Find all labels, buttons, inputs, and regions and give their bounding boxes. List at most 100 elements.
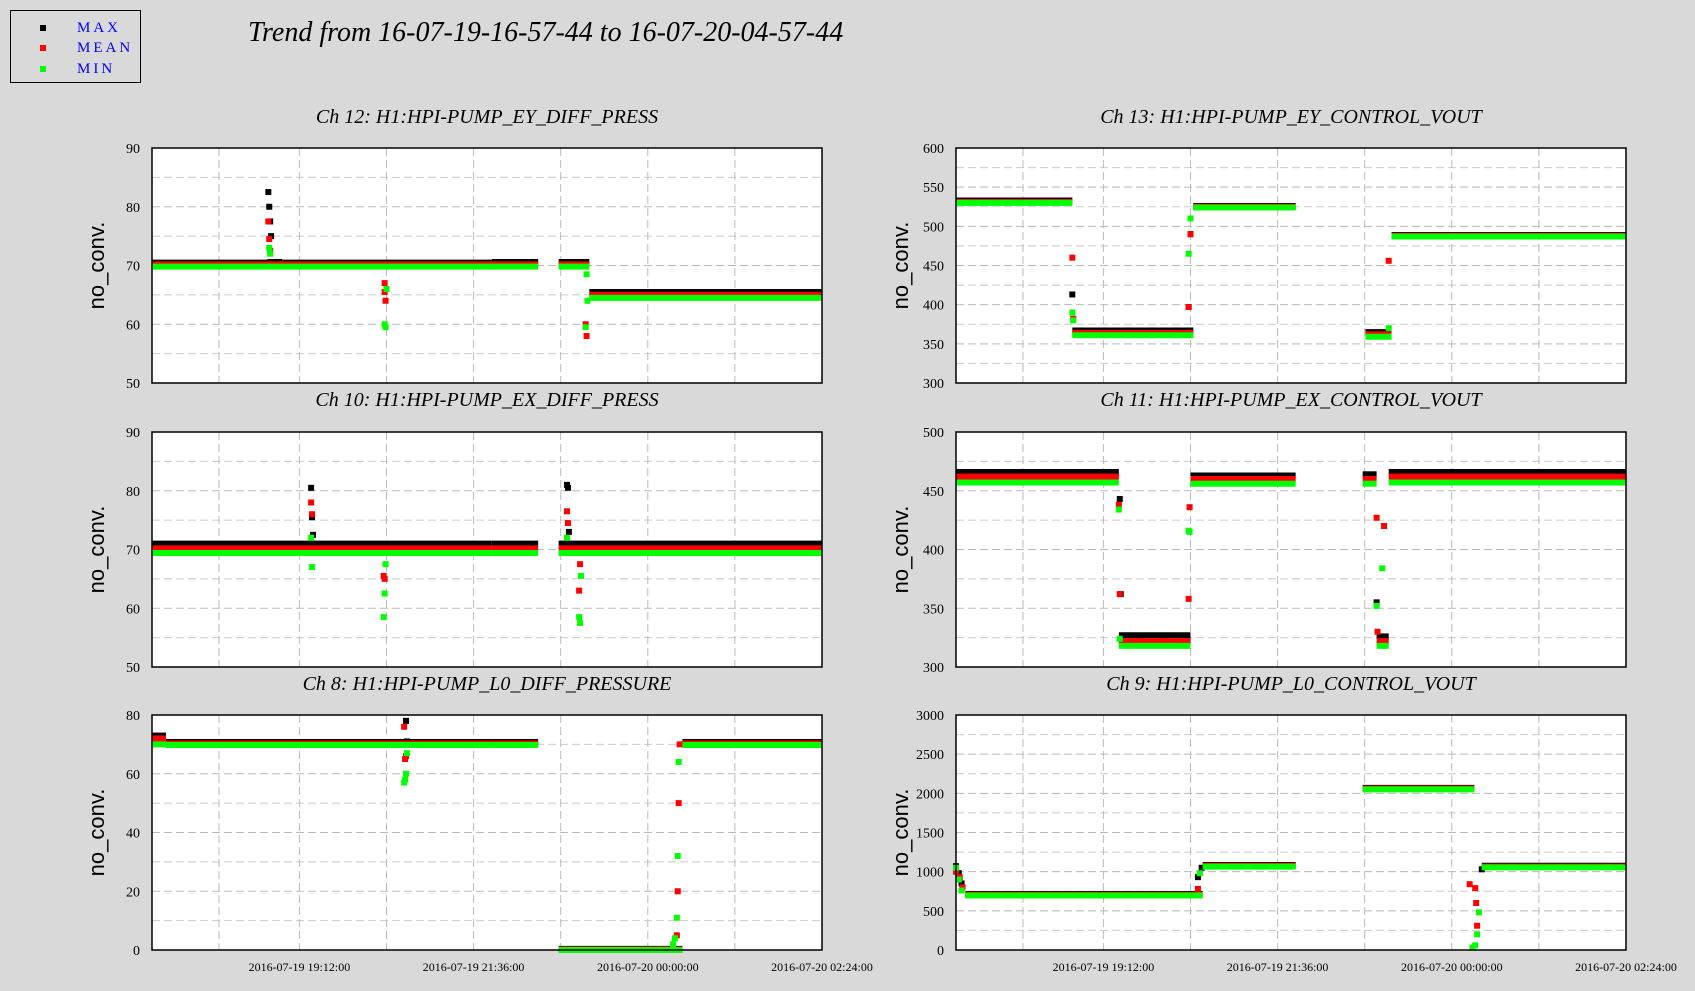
series-max-point (1198, 864, 1205, 871)
series-max-point (1116, 495, 1123, 502)
y-tick-label: 300 (923, 377, 944, 392)
series-min-point (382, 561, 389, 568)
series-min-point (1115, 506, 1122, 513)
series-mean-point (576, 587, 583, 594)
plot-frame (955, 714, 1627, 951)
series-min-point (1070, 317, 1077, 324)
x-tick-label: 2016-07-20 00:00:00 (597, 960, 699, 974)
chart-panel-5: 0 500 1000 1500 2000 2500 3000 no_conv. Ch 9: H1… (888, 673, 1677, 974)
y-tick-label: 90 (126, 142, 140, 157)
series-min-point (1116, 635, 1123, 642)
y-tick-label: 90 (126, 426, 140, 441)
series-min-point (670, 941, 677, 948)
series-max-point (308, 484, 315, 491)
series-min-point (1373, 602, 1380, 609)
series-min-point (674, 853, 681, 859)
page-title: Trend from 16-07-19-16-57-44 to 16-07-20… (248, 17, 844, 48)
series-mean-point (577, 561, 584, 568)
series-max-point (958, 880, 965, 887)
series-max-point (265, 189, 272, 196)
series-min-point (1475, 909, 1482, 916)
series-mean-point (266, 236, 273, 243)
y-tick-label: 500 (923, 220, 944, 235)
series-mean-point (1185, 595, 1192, 602)
series-min-point (308, 534, 315, 541)
series-min-point (955, 876, 962, 883)
series-mean-point (1186, 504, 1193, 511)
series-min-point (1069, 309, 1076, 316)
series-min-point (583, 271, 590, 278)
series-min-point (380, 614, 387, 621)
series-min-point (671, 935, 678, 942)
series-min-point (1474, 931, 1481, 938)
x-tick-label: 2016-07-19 19:12:00 (249, 960, 351, 974)
chart-title: Ch 11: H1:HPI-PUMP_EX_CONTROL_VOUT (1100, 389, 1483, 411)
series-min-point (403, 770, 410, 777)
series-mean-point (1474, 922, 1481, 929)
legend-item-max: MAX (11, 18, 142, 38)
y-tick-label: 350 (923, 602, 944, 617)
x-tick-label: 2016-07-19 21:36:00 (423, 960, 525, 974)
y-tick-label: 500 (923, 905, 944, 920)
y-axis-label: no_conv. (84, 222, 109, 310)
legend-label-mean: MEAN (77, 40, 134, 56)
y-tick-label: 80 (126, 709, 140, 724)
series-mean-point (1385, 257, 1392, 264)
y-tick-label: 40 (126, 827, 140, 842)
y-tick-label: 0 (133, 944, 140, 959)
chart-title: Ch 12: H1:HPI-PUMP_EY_DIFF_PRESS (316, 106, 658, 128)
y-tick-label: 70 (126, 260, 140, 275)
series-mean-point (382, 297, 389, 304)
legend-item-mean: MEAN (11, 38, 142, 58)
series-min-point (1379, 565, 1386, 572)
chart-title: Ch 13: H1:HPI-PUMP_EY_CONTROL_VOUT (1100, 106, 1483, 128)
series-min-point (673, 914, 680, 921)
series-max-point (1194, 874, 1201, 881)
series-min-point (402, 776, 409, 783)
series-mean-point (564, 508, 571, 515)
y-tick-label: 0 (937, 944, 944, 959)
plot-frame (151, 431, 823, 668)
y-tick-label: 450 (923, 260, 944, 275)
series-min-point (564, 534, 571, 541)
y-tick-label: 80 (126, 201, 140, 216)
y-tick-label: 60 (126, 318, 140, 333)
y-tick-label: 500 (923, 426, 944, 441)
y-tick-label: 1000 (916, 866, 944, 881)
series-min-point (675, 759, 682, 765)
plot-frame (151, 147, 823, 384)
y-axis-label: no_conv. (84, 789, 109, 877)
legend-marker-min (40, 66, 46, 72)
series-min-point (1196, 870, 1203, 877)
series-min-point (403, 750, 410, 757)
chart-panel-3: 300 350 400 450 500 no_conv. Ch 11: H1:HPI-PUM… (888, 389, 1627, 676)
y-axis-label: no_conv. (84, 506, 109, 594)
series-min-point (266, 244, 273, 251)
series-min-point (1185, 250, 1192, 257)
y-tick-label: 600 (923, 142, 944, 157)
series-min-point (584, 297, 591, 304)
series-mean-point (381, 575, 388, 582)
x-tick-label: 2016-07-20 02:24:00 (771, 960, 873, 974)
series-min-point (1187, 215, 1194, 222)
series-min-point (383, 286, 390, 292)
series-max-point (266, 203, 273, 210)
series-mean-point (309, 511, 316, 518)
plot-frame (955, 147, 1627, 384)
plot-frame (955, 431, 1627, 668)
y-axis-label: no_conv. (888, 789, 913, 877)
series-mean-point (1373, 514, 1380, 521)
series-min-point (577, 572, 584, 579)
y-tick-label: 2000 (916, 787, 944, 802)
series-max-point (403, 717, 410, 724)
x-tick-label: 2016-07-20 02:24:00 (1575, 960, 1677, 974)
y-tick-label: 450 (923, 485, 944, 500)
chart-panel-1: 300 350 400 450 500 550 600 no_conv. Ch 13: H1:H… (888, 106, 1627, 392)
y-tick-label: 1500 (916, 827, 944, 842)
series-min-point (576, 614, 583, 621)
series-mean-point (1381, 523, 1388, 529)
chart-panel-0: 50 60 70 80 90 no_conv. Ch 12: H1:HPI-PUMP_EY_… (84, 106, 823, 392)
series-min-point (1472, 942, 1479, 949)
series-max-point (1069, 291, 1076, 298)
